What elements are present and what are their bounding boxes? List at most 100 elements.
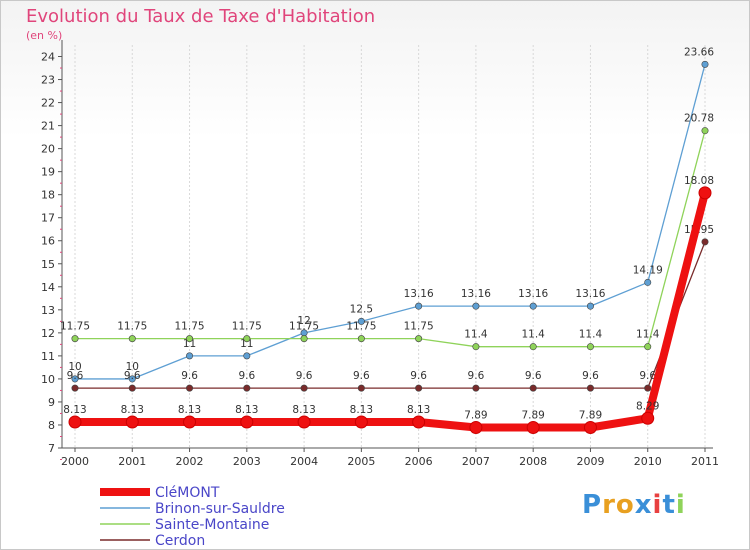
data-point: [701, 127, 709, 135]
data-point: [297, 415, 311, 429]
y-tick-label: 10: [41, 373, 55, 386]
data-point: [412, 415, 426, 429]
data-point: [300, 384, 308, 392]
data-point: [186, 384, 194, 392]
data-point: [586, 384, 594, 392]
y-tick-label: 16: [41, 235, 55, 248]
data-point: [354, 415, 368, 429]
data-label: 14.19: [633, 264, 663, 276]
y-tick-label: 9: [48, 396, 55, 409]
y-tick-label: 18: [41, 189, 55, 202]
x-tick-label: 2002: [176, 455, 204, 468]
data-label: 8.13: [235, 404, 258, 416]
logo-letter: P: [582, 490, 603, 520]
data-point: [71, 335, 79, 343]
data-point: [644, 384, 652, 392]
data-label: 8.13: [350, 404, 373, 416]
x-tick-label: 2010: [634, 455, 662, 468]
data-point: [472, 302, 480, 310]
y-tick-label: 12: [41, 327, 55, 340]
data-label: 18.08: [684, 175, 714, 187]
series-line-cerdon: [75, 241, 706, 389]
y-tick-label: 7: [48, 442, 55, 455]
logo-letter: i: [652, 490, 663, 520]
data-label: 9.6: [468, 370, 485, 382]
data-label: 7.89: [464, 410, 487, 422]
data-label: 9.6: [181, 370, 198, 382]
y-tick-label: 22: [41, 97, 55, 110]
data-point: [586, 302, 594, 310]
data-point: [357, 384, 365, 392]
data-point: [186, 352, 194, 360]
data-point: [529, 343, 537, 351]
data-label: 8.13: [63, 404, 86, 416]
data-point: [698, 186, 712, 200]
y-tick-label: 13: [41, 304, 55, 317]
x-tick-label: 2003: [233, 455, 261, 468]
data-label: 9.6: [582, 370, 599, 382]
series-line-sainte-montaine: [75, 130, 706, 348]
y-tick-label: 11: [41, 350, 55, 363]
legend-label: Sainte-Montaine: [155, 517, 269, 533]
data-label: 10: [68, 361, 81, 373]
data-label: 13.16: [575, 288, 605, 300]
data-label: 11.75: [404, 321, 434, 333]
data-point: [183, 415, 197, 429]
data-label: 11.4: [464, 329, 488, 341]
data-label: 8.13: [292, 404, 315, 416]
data-label: 8.13: [407, 404, 430, 416]
data-point: [300, 335, 308, 343]
data-point: [243, 335, 251, 343]
data-point: [128, 335, 136, 343]
data-label: 11.75: [232, 321, 262, 333]
y-tick-label: 8: [48, 419, 55, 432]
data-label: 13.16: [461, 288, 491, 300]
x-tick-label: 2004: [290, 455, 318, 468]
series-line-brinon-sur-sauldre: [75, 64, 706, 380]
x-tick-label: 2009: [576, 455, 604, 468]
data-label: 9.6: [296, 370, 313, 382]
data-point: [415, 335, 423, 343]
data-label: 12.5: [350, 303, 373, 315]
data-point: [240, 415, 254, 429]
y-tick-label: 19: [41, 166, 55, 179]
data-point: [472, 343, 480, 351]
data-point: [186, 335, 194, 343]
data-point: [641, 411, 655, 425]
x-tick-label: 2001: [118, 455, 146, 468]
logo-letter: o: [615, 490, 635, 520]
data-point: [469, 421, 483, 435]
data-label: 11.4: [579, 329, 603, 341]
data-point: [243, 384, 251, 392]
data-label: 8.13: [121, 404, 144, 416]
legend-label: Cerdon: [155, 533, 205, 549]
data-label: 11.75: [175, 321, 205, 333]
data-label: 11.4: [636, 329, 660, 341]
data-point: [68, 415, 82, 429]
data-label: 13.16: [518, 288, 548, 300]
data-point: [701, 238, 709, 246]
data-point: [357, 335, 365, 343]
logo-letter: i: [675, 490, 686, 520]
data-label: 9.6: [639, 370, 656, 382]
data-label: 10: [126, 361, 139, 373]
data-point: [243, 352, 251, 360]
data-label: 9.6: [525, 370, 542, 382]
data-label: 9.6: [238, 370, 255, 382]
data-point: [586, 343, 594, 351]
data-label: 11.4: [521, 329, 545, 341]
data-point: [526, 421, 540, 435]
data-label: 9.6: [410, 370, 427, 382]
data-point: [529, 384, 537, 392]
y-tick-label: 24: [41, 51, 55, 64]
x-tick-label: 2000: [61, 455, 89, 468]
data-point: [644, 343, 652, 351]
y-tick-label: 14: [41, 281, 55, 294]
data-label: 20.78: [684, 113, 714, 125]
data-point: [529, 302, 537, 310]
y-tick-label: 17: [41, 212, 55, 225]
data-label: 12: [297, 315, 310, 327]
x-tick-label: 2008: [519, 455, 547, 468]
